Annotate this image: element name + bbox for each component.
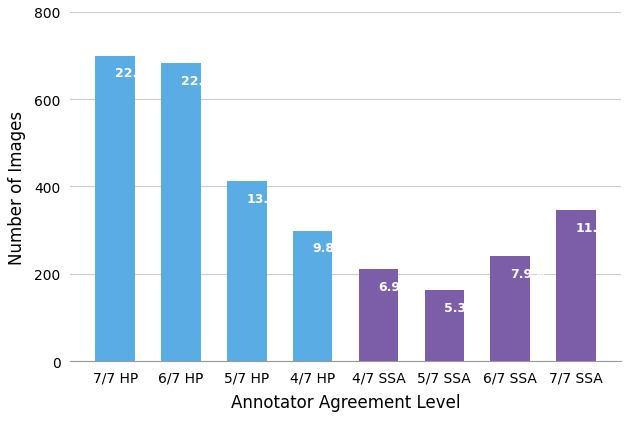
Bar: [359, 270, 398, 361]
Y-axis label: Number of Images: Number of Images: [8, 110, 26, 264]
Text: 11.3%: 11.3%: [576, 222, 620, 235]
Text: 13.5%: 13.5%: [247, 193, 290, 206]
Bar: [227, 182, 267, 361]
Bar: [95, 56, 135, 361]
Bar: [490, 256, 530, 361]
Text: 6.9%: 6.9%: [378, 281, 413, 294]
Text: 5.3%: 5.3%: [444, 301, 479, 314]
X-axis label: Annotator Agreement Level: Annotator Agreement Level: [231, 393, 460, 411]
Bar: [556, 211, 596, 361]
Text: 22.9%: 22.9%: [115, 68, 159, 80]
Text: 22.4%: 22.4%: [181, 75, 225, 88]
Text: 9.8%: 9.8%: [313, 242, 347, 255]
Bar: [424, 291, 464, 361]
Bar: [293, 231, 332, 361]
Bar: [161, 64, 201, 361]
Text: 7.9%: 7.9%: [510, 267, 545, 280]
